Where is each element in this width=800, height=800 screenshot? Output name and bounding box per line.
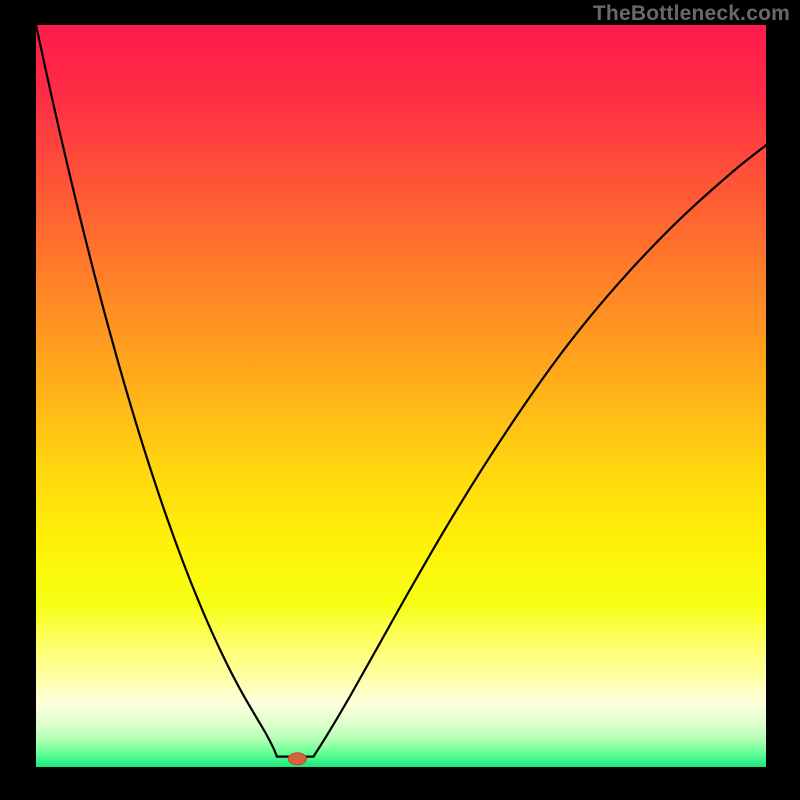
watermark-text: TheBottleneck.com: [593, 2, 790, 26]
chart-container: TheBottleneck.com: [0, 0, 800, 800]
bottleneck-chart: [0, 0, 800, 800]
minimum-marker: [288, 753, 306, 765]
plot-background: [36, 25, 766, 767]
